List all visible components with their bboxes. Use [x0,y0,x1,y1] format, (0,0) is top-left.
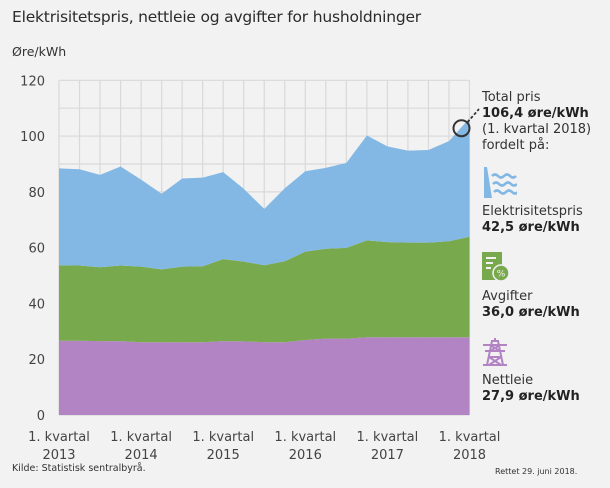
legend-item-nettleie: Nettleie 27,9 øre/kWh [482,373,608,405]
source-note: Kilde: Statistisk sentralbyrå. [12,463,146,474]
legend-label: Elektrisitetspris [482,204,583,219]
y-axis-unit-label: Øre/kWh [12,44,67,59]
power-pylon-icon [483,338,507,366]
y-tick-label: 120 [20,74,45,89]
legend-label: Avgifter [482,289,533,304]
y-tick-label: 60 [28,242,45,257]
legend-item-avgifter: Avgifter 36,0 øre/kWh [482,289,608,321]
total-period: (1. kvartal 2018) [482,122,592,137]
x-tick-label: 1. kvartal [28,430,90,445]
legend-item-elektrisitetspris: Elektrisitetspris 42,5 øre/kWh [482,204,608,236]
total-summary: Total pris 106,4 øre/kWh (1. kvartal 201… [482,90,608,154]
leader-line [466,108,480,123]
total-value: 106,4 øre/kWh [482,106,589,121]
highlight-circle [452,119,471,138]
y-tick-label: 20 [28,353,45,368]
x-tick-year: 2014 [125,448,158,463]
tax-document-icon: % [482,252,510,282]
x-tick-year: 2018 [453,448,486,463]
breakdown-label: fordelt på: [482,138,550,153]
x-tick-year: 2015 [207,448,240,463]
y-axis-ticks: 0 20 40 60 80 100 120 [20,74,45,424]
area-elektrisitetspris [59,118,470,270]
legend-value: 42,5 øre/kWh [482,220,580,235]
hydro-power-icon [484,167,517,198]
x-tick-label: 1. kvartal [357,430,419,445]
x-tick-label: 1. kvartal [439,430,501,445]
legend-value: 27,9 øre/kWh [482,389,580,404]
y-tick-label: 80 [28,186,45,201]
x-tick-label: 1. kvartal [274,430,336,445]
total-label: Total pris [482,90,541,105]
x-tick-year: 2017 [371,448,404,463]
area-series [59,118,470,415]
x-tick-label: 1. kvartal [110,430,172,445]
x-tick-year: 2013 [42,448,75,463]
y-tick-label: 100 [20,130,45,145]
legend-value: 36,0 øre/kWh [482,305,580,320]
x-tick-year: 2016 [289,448,322,463]
legend-label: Nettleie [482,373,534,388]
x-axis-ticks: 1. kvartal 2013 1. kvartal 2014 1. kvartal 20… [28,430,500,463]
x-tick-label: 1. kvartal [192,430,254,445]
y-tick-label: 40 [28,297,45,312]
total-annotation-marker [452,108,480,138]
y-tick-label: 0 [37,409,45,424]
svg-text:%: % [497,270,506,280]
area-nettleie [59,337,470,415]
chart-title: Elektrisitetspris, nettleie og avgifter … [12,8,421,26]
updated-note: Rettet 29. juni 2018. [495,467,578,476]
area-avgifter [59,236,470,343]
